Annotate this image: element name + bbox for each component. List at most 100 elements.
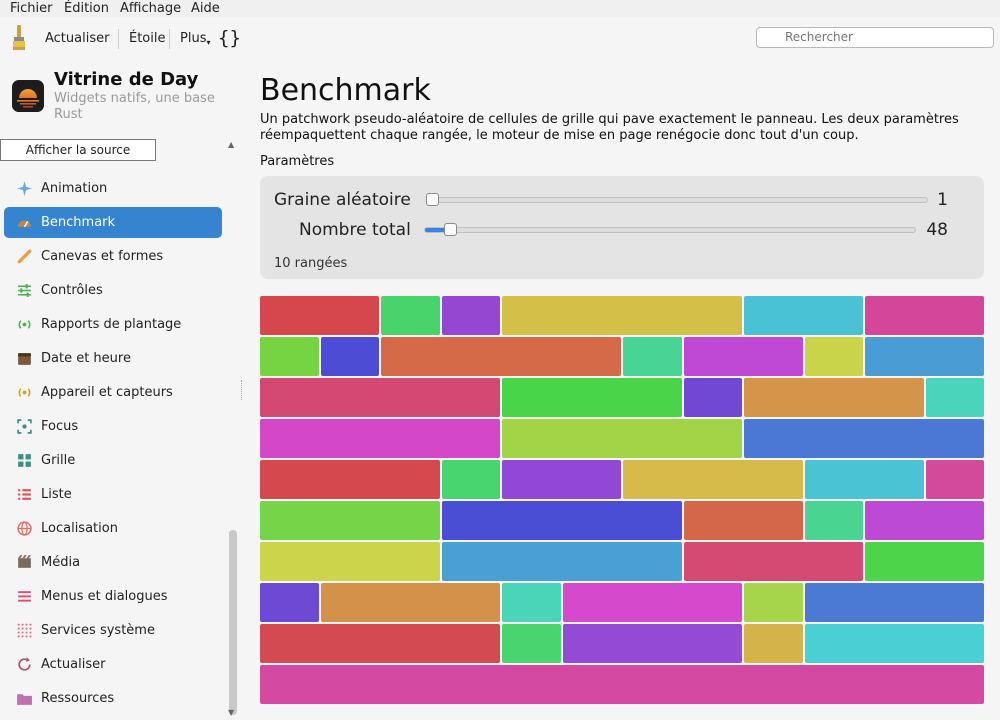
menu-affichage[interactable]: Affichage bbox=[120, 1, 182, 16]
patchwork-cell bbox=[441, 542, 682, 581]
patchwork-cell bbox=[865, 296, 984, 335]
patchwork-cell bbox=[260, 583, 319, 622]
patchwork-cell bbox=[502, 378, 682, 417]
search-field[interactable] bbox=[756, 27, 994, 48]
page-title: Benchmark bbox=[260, 73, 431, 108]
pane-resize-handle[interactable] bbox=[241, 380, 244, 400]
patchwork-cell bbox=[320, 337, 379, 376]
menu-fichier[interactable]: Fichier bbox=[10, 1, 53, 16]
patchwork-cell bbox=[441, 501, 682, 540]
patchwork-cell bbox=[744, 378, 924, 417]
patchwork-cell bbox=[744, 296, 863, 335]
rows-count: 10 rangées bbox=[274, 256, 348, 271]
sidebar-item-label: Services système bbox=[41, 623, 155, 638]
sidebar-item-canevas-et-formes[interactable]: Canevas et formes bbox=[4, 241, 222, 272]
sidebar-item-label: Liste bbox=[41, 487, 72, 502]
toolbar-separator bbox=[169, 29, 170, 49]
patchwork-cell bbox=[260, 542, 440, 581]
parameters-heading: Paramètres bbox=[260, 154, 335, 169]
patchwork-cell bbox=[260, 624, 500, 663]
sidebar-item-contrôles[interactable]: Contrôles bbox=[4, 275, 222, 306]
sidebar-item-appareil-et-capteurs[interactable]: Appareil et capteurs bbox=[4, 377, 222, 408]
patchwork-cell bbox=[260, 337, 319, 376]
sunset-logo-icon bbox=[12, 89, 44, 112]
sparkle-icon bbox=[17, 181, 32, 196]
patchwork-cell bbox=[260, 378, 500, 417]
patchwork-grid bbox=[260, 296, 984, 704]
show-source-tooltip: Afficher la source bbox=[0, 139, 156, 161]
patchwork-cell bbox=[441, 296, 500, 335]
sidebar-item-benchmark[interactable]: Benchmark bbox=[4, 207, 222, 238]
sidebar-item-liste[interactable]: Liste bbox=[4, 479, 222, 510]
globe-icon bbox=[17, 521, 32, 536]
sidebar-item-localisation[interactable]: Localisation bbox=[4, 513, 222, 544]
sidebar-item-animation[interactable]: Animation bbox=[4, 173, 222, 204]
scroll-down-arrow[interactable]: ▼ bbox=[228, 708, 235, 717]
patchwork-cell bbox=[804, 337, 863, 376]
sidebar-item-grille[interactable]: Grille bbox=[4, 445, 222, 476]
broadcast-icon bbox=[18, 320, 31, 329]
search-input[interactable] bbox=[785, 28, 985, 47]
patchwork-cell bbox=[865, 337, 984, 376]
patchwork-cell bbox=[260, 296, 379, 335]
sidebar-item-date-et-heure[interactable]: Date et heure bbox=[4, 343, 222, 374]
patchwork-cell bbox=[804, 624, 984, 663]
sidebar-item-média[interactable]: Média bbox=[4, 547, 222, 578]
seed-slider-handle[interactable] bbox=[426, 193, 439, 206]
patchwork-cell bbox=[502, 419, 742, 458]
menu-edition[interactable]: Édition bbox=[64, 1, 109, 16]
patchwork-cell bbox=[683, 337, 803, 376]
list-icon bbox=[18, 489, 31, 500]
sidebar-item-label: Ressources bbox=[41, 691, 115, 706]
refresh-button[interactable]: Actualiser bbox=[45, 31, 110, 46]
total-slider-fill bbox=[425, 228, 446, 232]
sidebar-item-rapports-de-plantage[interactable]: Rapports de plantage bbox=[4, 309, 222, 340]
app-logo bbox=[12, 80, 44, 112]
menu-aide[interactable]: Aide bbox=[191, 1, 220, 16]
more-menu-button[interactable]: Plus▾ bbox=[180, 17, 210, 64]
menu-icon bbox=[18, 591, 31, 602]
patchwork-cell bbox=[381, 337, 621, 376]
toolbar: Actualiser Étoile Plus▾ {} bbox=[0, 17, 1000, 61]
sidebar-item-actualiser[interactable]: Actualiser bbox=[4, 649, 222, 680]
patchwork-cell bbox=[744, 583, 803, 622]
seed-label: Graine aléatoire bbox=[274, 190, 411, 210]
scrollbar-thumb[interactable] bbox=[229, 530, 237, 715]
total-value: 48 bbox=[926, 220, 948, 240]
star-button[interactable]: Étoile bbox=[129, 31, 166, 46]
sidebar-item-services-système[interactable]: Services système bbox=[4, 615, 222, 646]
sidebar-item-menus-et-dialogues[interactable]: Menus et dialogues bbox=[4, 581, 222, 612]
sidebar-item-focus[interactable]: Focus bbox=[4, 411, 222, 442]
patchwork-cell bbox=[623, 337, 682, 376]
parameters-card: Graine aléatoire 1 Nombre total 48 10 ra… bbox=[260, 176, 984, 279]
sidebar-item-label: Rapports de plantage bbox=[41, 317, 182, 332]
scroll-up-arrow[interactable]: ▲ bbox=[228, 140, 235, 149]
patchwork-cell bbox=[804, 501, 863, 540]
sidebar-item-label: Menus et dialogues bbox=[41, 589, 168, 604]
sidebar-item-label: Canevas et formes bbox=[41, 249, 164, 264]
sidebar-item-label: Animation bbox=[41, 181, 108, 196]
patchwork-cell bbox=[502, 624, 561, 663]
sidebar-item-label: Date et heure bbox=[41, 351, 131, 366]
patchwork-cell bbox=[925, 378, 984, 417]
patchwork-cell bbox=[683, 378, 742, 417]
sidebar-item-ressources[interactable]: Ressources bbox=[4, 683, 222, 714]
sidebar-scrollbar[interactable]: ▲ ▼ bbox=[227, 140, 239, 720]
page-description: Un patchwork pseudo-aléatoire de cellule… bbox=[260, 112, 959, 143]
patchwork-cell bbox=[865, 542, 984, 581]
sidebar-item-label: Appareil et capteurs bbox=[41, 385, 173, 400]
total-slider-track[interactable] bbox=[424, 227, 916, 233]
patchwork-cell bbox=[562, 583, 742, 622]
sidebar-item-label: Contrôles bbox=[41, 283, 103, 298]
grid-icon bbox=[18, 454, 31, 467]
total-slider-handle[interactable] bbox=[444, 223, 458, 236]
patchwork-cell bbox=[502, 296, 742, 335]
patchwork-cell bbox=[925, 460, 984, 499]
patchwork-cell bbox=[683, 501, 803, 540]
seed-slider-track[interactable] bbox=[426, 197, 928, 203]
patchwork-cell bbox=[683, 542, 863, 581]
patchwork-cell bbox=[744, 624, 803, 663]
sidebar-item-label: Grille bbox=[41, 453, 76, 468]
source-code-button[interactable]: {} bbox=[218, 27, 241, 49]
sidebar-item-label: Média bbox=[41, 555, 81, 570]
